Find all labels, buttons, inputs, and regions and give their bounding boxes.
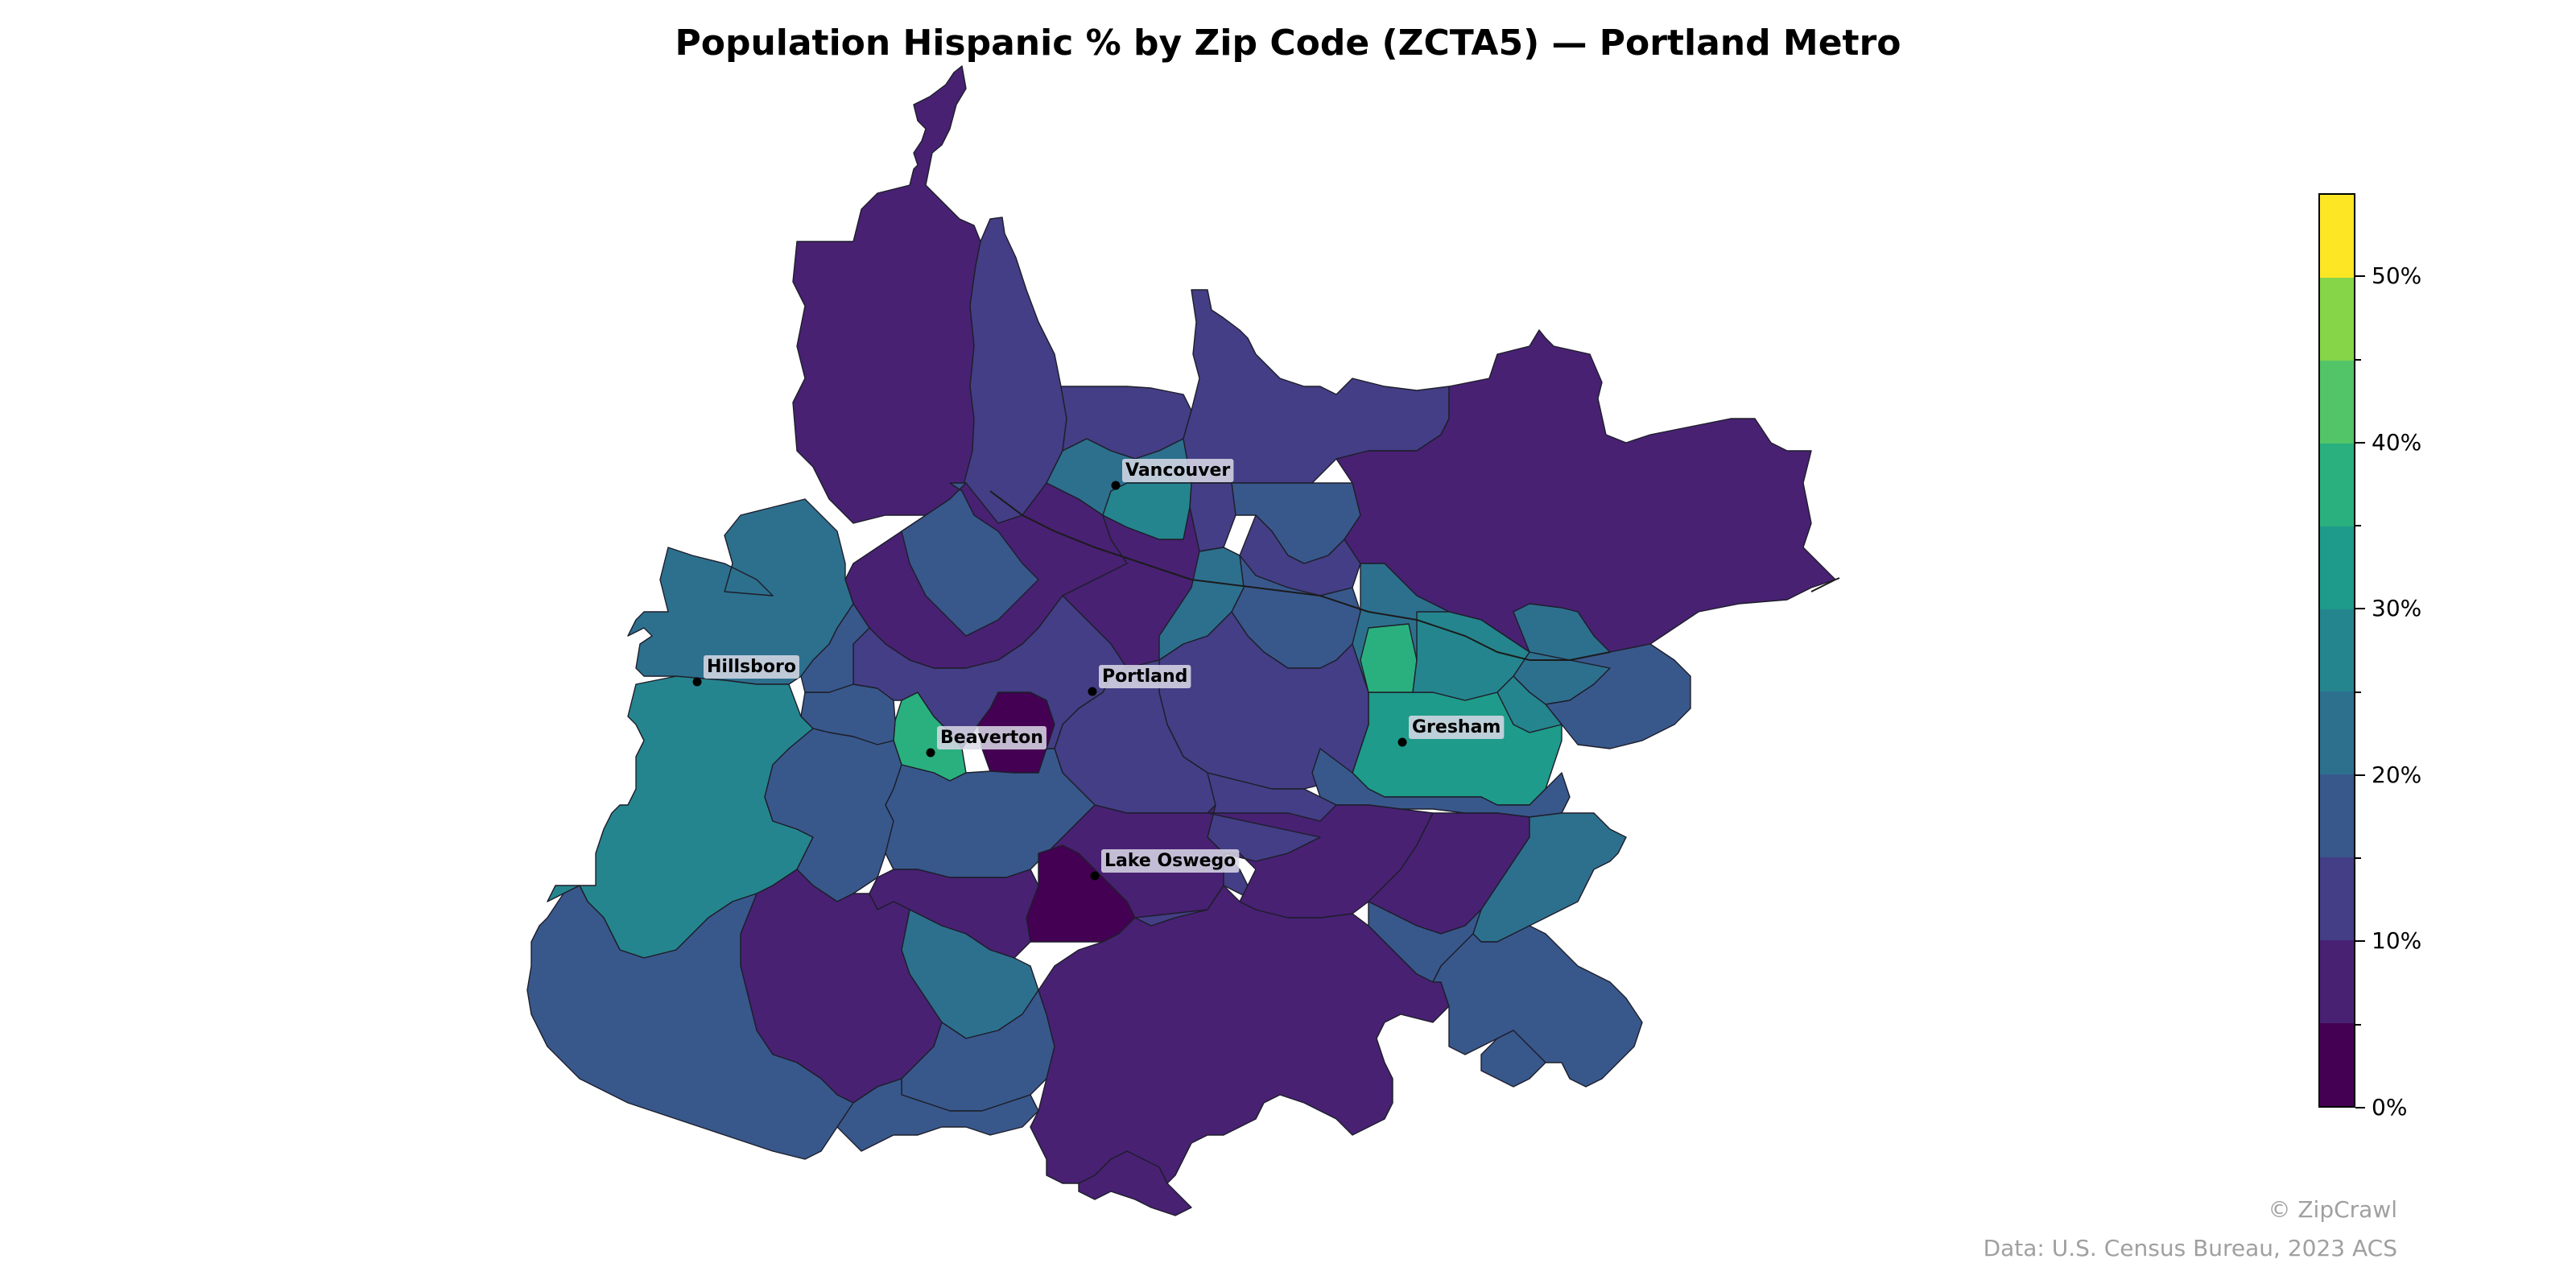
zip-region[interactable]: [627, 498, 854, 685]
city-label-box: [704, 655, 799, 679]
colorbar-minor-tick: [2355, 358, 2361, 361]
colorbar-bin: [2320, 360, 2354, 444]
colorbar-bin: [2320, 609, 2354, 692]
city-label: Vancouver: [1125, 460, 1230, 481]
colorbar-bin: [2320, 277, 2354, 361]
city-dot: [1088, 687, 1097, 696]
city-label-box: [1099, 665, 1191, 688]
zip-region[interactable]: [1472, 812, 1627, 943]
zip-region[interactable]: [1360, 623, 1418, 693]
city-label-box: [1122, 459, 1234, 482]
colorbar-tick: [2355, 940, 2365, 943]
colorbar-tick-label: 40%: [2372, 428, 2422, 456]
map-title: Population Hispanic % by Zip Code (ZCTA5…: [675, 23, 1901, 64]
colorbar-minor-tick: [2355, 1023, 2361, 1026]
city-dot: [926, 748, 935, 758]
city-label: Portland: [1102, 667, 1187, 687]
colorbar-tick-label: 50%: [2372, 262, 2422, 290]
zip-region[interactable]: [1030, 885, 1450, 1184]
colorbar-bin: [2320, 774, 2354, 858]
colorbar-tick: [2355, 608, 2365, 610]
colorbar-bin: [2320, 857, 2354, 941]
zip-region[interactable]: [1335, 329, 1836, 661]
city-marker[interactable]: Gresham: [1397, 716, 1505, 747]
colorbar-bin: [2320, 195, 2354, 278]
zip-regions: [526, 65, 1836, 1216]
zip-region[interactable]: [1078, 1150, 1192, 1216]
river-line: [989, 490, 1611, 661]
colorbar-tick: [2355, 1107, 2365, 1108]
zip-region[interactable]: [526, 885, 854, 1160]
colorbar-minor-tick: [2355, 691, 2361, 693]
city-label: Beaverton: [940, 728, 1043, 748]
city-dot: [1111, 481, 1121, 490]
colorbar-tick: [2355, 774, 2365, 776]
colorbar-legend: [2318, 193, 2355, 1108]
city-markers: Vancouver Hillsboro Portland Beaverton Gresh…: [692, 459, 1505, 881]
colorbar-bin: [2320, 1023, 2354, 1106]
colorbar-bin: [2320, 526, 2354, 609]
data-source-credit: Data: U.S. Census Bureau, 2023 ACS: [1983, 1235, 2397, 1261]
colorbar-minor-tick: [2355, 525, 2361, 527]
city-marker[interactable]: Beaverton: [926, 726, 1046, 758]
city-marker[interactable]: Hillsboro: [692, 655, 799, 687]
city-label: Lake Oswego: [1104, 851, 1236, 871]
zip-region[interactable]: [1432, 925, 1643, 1088]
colorbar-tick-label: 30%: [2372, 595, 2422, 622]
city-marker[interactable]: Vancouver: [1111, 459, 1234, 490]
colorbar-tick-label: 0%: [2372, 1094, 2408, 1121]
zip-region[interactable]: [1496, 675, 1563, 733]
city-label-box: [937, 726, 1046, 749]
colorbar-tick-label: 20%: [2372, 761, 2422, 788]
city-label: Gresham: [1412, 717, 1501, 737]
zip-region[interactable]: [836, 1078, 1039, 1152]
colorbar-bin: [2320, 691, 2354, 775]
city-dot: [692, 677, 702, 687]
colorbar-minor-tick: [2355, 857, 2361, 860]
colorbar-tick-label: 10%: [2372, 927, 2422, 955]
zip-region[interactable]: [1529, 643, 1691, 749]
city-label: Hillsboro: [707, 657, 796, 677]
zip-region[interactable]: [901, 482, 1039, 637]
city-dot: [1090, 871, 1100, 881]
colorbar-bin: [2320, 940, 2354, 1024]
brand-credit: © ZipCrawl: [2268, 1196, 2397, 1223]
river-spur: [1810, 577, 1840, 592]
city-marker[interactable]: Lake Oswego: [1090, 849, 1240, 881]
colorbar-bin: [2320, 443, 2354, 526]
city-label-box: [1409, 716, 1505, 739]
colorbar-tick: [2355, 441, 2365, 444]
zip-region[interactable]: [792, 65, 981, 524]
zip-region[interactable]: [1480, 1030, 1546, 1088]
city-dot: [1397, 737, 1407, 747]
city-label-box: [1101, 849, 1240, 873]
city-marker[interactable]: Portland: [1088, 665, 1191, 696]
colorbar-tick: [2355, 275, 2365, 278]
